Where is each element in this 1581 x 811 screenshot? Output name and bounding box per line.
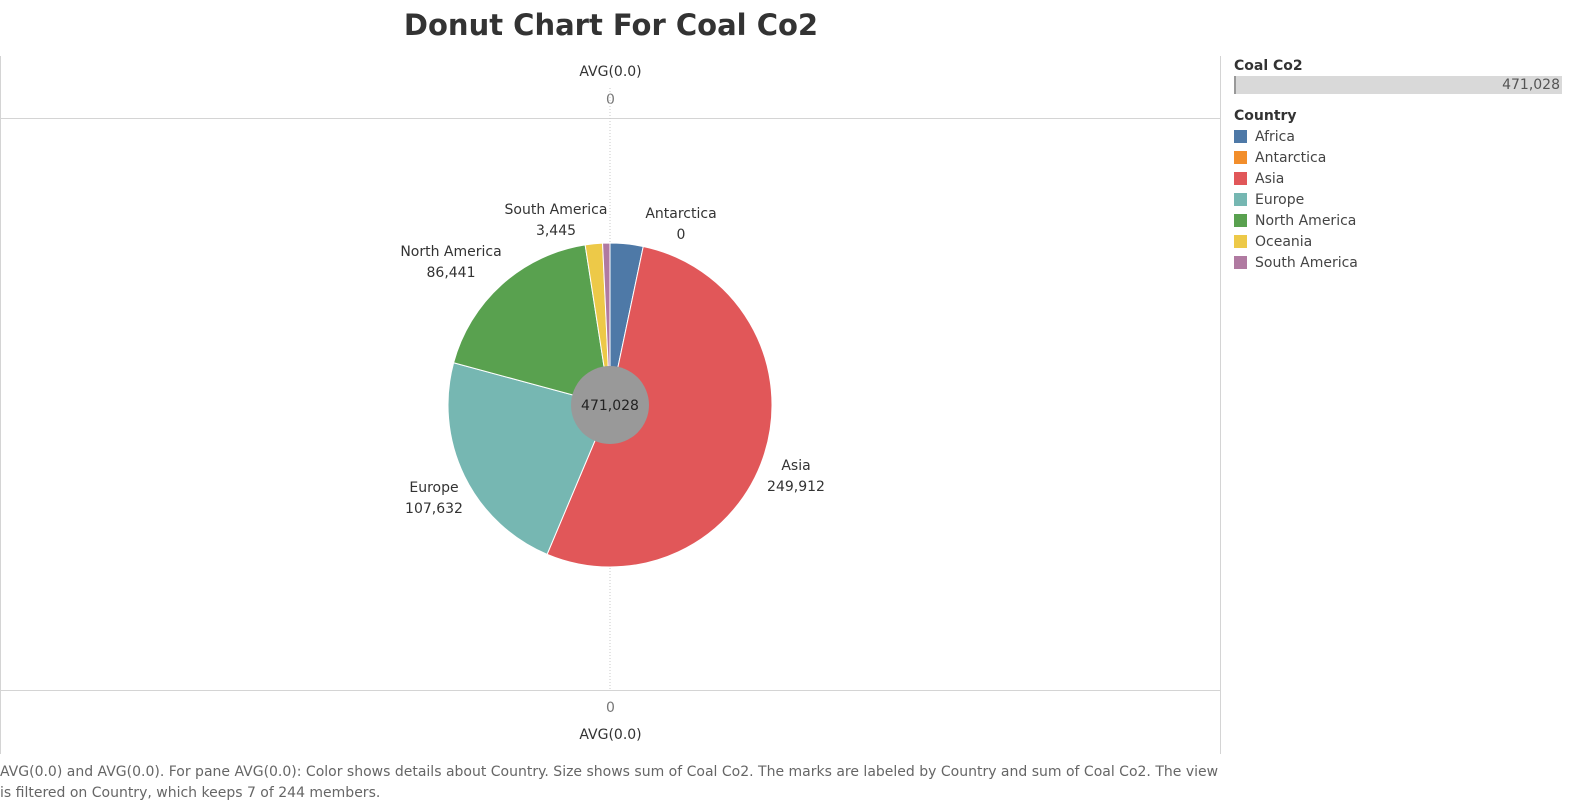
legend-label: Antarctica	[1255, 149, 1327, 166]
bottom-axis-tick: 0	[606, 700, 615, 716]
legend-swatch	[1234, 130, 1247, 143]
legend: Coal Co2 471,028 Country Africa Antarcti…	[1234, 58, 1574, 273]
legend-swatch	[1234, 193, 1247, 206]
legend-swatch	[1234, 172, 1247, 185]
slice-label-south-america: South America 3,445	[505, 202, 608, 239]
legend-item[interactable]: South America	[1234, 252, 1574, 273]
slice-europe[interactable]	[447, 362, 611, 555]
legend-item[interactable]: Europe	[1234, 189, 1574, 210]
legend-label: Oceania	[1255, 233, 1313, 250]
legend-item[interactable]: North America	[1234, 210, 1574, 231]
donut-center-label: 471,028	[581, 398, 639, 414]
legend-swatch	[1234, 256, 1247, 269]
legend-item[interactable]: Oceania	[1234, 231, 1574, 252]
legend-label: Asia	[1255, 170, 1285, 187]
slice-asia[interactable]	[546, 245, 773, 568]
color-legend-items: Africa Antarctica Asia Europe North Amer…	[1234, 126, 1574, 273]
chart-pane	[0, 56, 1221, 754]
legend-item[interactable]: Antarctica	[1234, 147, 1574, 168]
donut-chart: Antarctica 0 Asia 249,912 Europe 107,632 North…	[400, 88, 825, 690]
chart-caption: AVG(0.0) and AVG(0.0). For pane AVG(0.0)…	[0, 764, 1219, 801]
legend-swatch	[1234, 235, 1247, 248]
slice-label-north-america: North America 86,441	[400, 244, 501, 281]
legend-label: North America	[1255, 212, 1357, 229]
chart-title: Donut Chart For Coal Co2	[403, 8, 819, 42]
legend-label: Europe	[1255, 191, 1305, 208]
slice-north-america[interactable]	[452, 244, 611, 406]
size-legend-value: 471,028	[1502, 77, 1560, 93]
legend-item[interactable]: Asia	[1234, 168, 1574, 189]
slice-label-antarctica: Antarctica 0	[645, 206, 716, 243]
legend-label: South America	[1255, 254, 1358, 271]
legend-swatch	[1234, 214, 1247, 227]
size-legend-bar: 471,028	[1234, 76, 1562, 94]
bottom-axis-line	[0, 690, 1221, 691]
slice-label-asia: Asia 249,912	[767, 458, 825, 495]
slice-south-america[interactable]	[602, 242, 611, 406]
legend-swatch	[1234, 151, 1247, 164]
size-legend-title: Coal Co2	[1234, 58, 1303, 74]
slice-label-europe: Europe 107,632	[405, 480, 463, 517]
legend-item[interactable]: Africa	[1234, 126, 1574, 147]
bottom-axis-title: AVG(0.0)	[579, 727, 642, 743]
color-legend-title: Country	[1234, 108, 1297, 124]
legend-label: Africa	[1255, 128, 1295, 145]
top-axis-title: AVG(0.0)	[579, 64, 642, 80]
donut-center[interactable]	[571, 366, 649, 444]
